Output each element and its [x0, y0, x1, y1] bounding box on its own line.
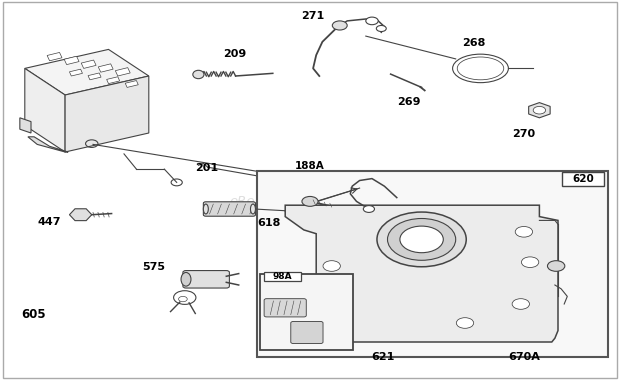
Text: 209: 209 — [223, 49, 246, 59]
Circle shape — [329, 310, 347, 321]
Polygon shape — [20, 118, 31, 133]
Circle shape — [302, 196, 318, 206]
Text: 447: 447 — [37, 217, 61, 226]
Circle shape — [533, 106, 546, 114]
Polygon shape — [107, 77, 120, 84]
Text: 201: 201 — [195, 163, 218, 173]
Circle shape — [332, 21, 347, 30]
Circle shape — [512, 299, 529, 309]
Polygon shape — [98, 64, 113, 72]
FancyBboxPatch shape — [203, 202, 255, 216]
Bar — [257, 171, 608, 357]
Ellipse shape — [250, 204, 255, 214]
Text: eReplacementParts.com: eReplacementParts.com — [229, 195, 391, 208]
Text: 618: 618 — [257, 218, 281, 228]
Text: 621: 621 — [371, 352, 395, 362]
Polygon shape — [69, 69, 82, 76]
Text: 98A: 98A — [272, 272, 292, 281]
Polygon shape — [25, 49, 149, 95]
Ellipse shape — [181, 272, 191, 286]
FancyBboxPatch shape — [291, 321, 323, 344]
Circle shape — [377, 212, 466, 267]
Text: 605: 605 — [22, 308, 46, 321]
Polygon shape — [115, 68, 130, 76]
Polygon shape — [125, 81, 138, 87]
Circle shape — [366, 17, 378, 25]
FancyBboxPatch shape — [183, 271, 229, 288]
Text: 575: 575 — [143, 262, 166, 272]
Text: 670A: 670A — [508, 352, 540, 362]
Circle shape — [515, 226, 533, 237]
Text: 268: 268 — [462, 38, 485, 48]
Polygon shape — [64, 56, 79, 65]
Text: 188A: 188A — [294, 161, 324, 171]
Polygon shape — [25, 68, 65, 152]
Circle shape — [456, 318, 474, 328]
Circle shape — [400, 226, 443, 253]
Circle shape — [388, 218, 456, 260]
Bar — [264, 272, 301, 281]
Polygon shape — [285, 205, 558, 342]
Polygon shape — [47, 52, 62, 61]
Ellipse shape — [193, 70, 204, 79]
Bar — [562, 172, 604, 186]
Polygon shape — [28, 137, 68, 152]
Circle shape — [376, 25, 386, 32]
Text: 620: 620 — [572, 174, 594, 184]
Text: 269: 269 — [397, 97, 420, 107]
Circle shape — [521, 257, 539, 268]
Circle shape — [323, 261, 340, 271]
Bar — [260, 274, 353, 350]
Circle shape — [363, 206, 374, 212]
Circle shape — [547, 261, 565, 271]
FancyBboxPatch shape — [264, 299, 306, 317]
Polygon shape — [88, 73, 101, 80]
Polygon shape — [65, 76, 149, 152]
Text: 271: 271 — [301, 11, 324, 21]
Circle shape — [179, 296, 187, 302]
Text: 270: 270 — [512, 129, 536, 139]
Polygon shape — [81, 60, 96, 68]
Ellipse shape — [203, 204, 208, 214]
